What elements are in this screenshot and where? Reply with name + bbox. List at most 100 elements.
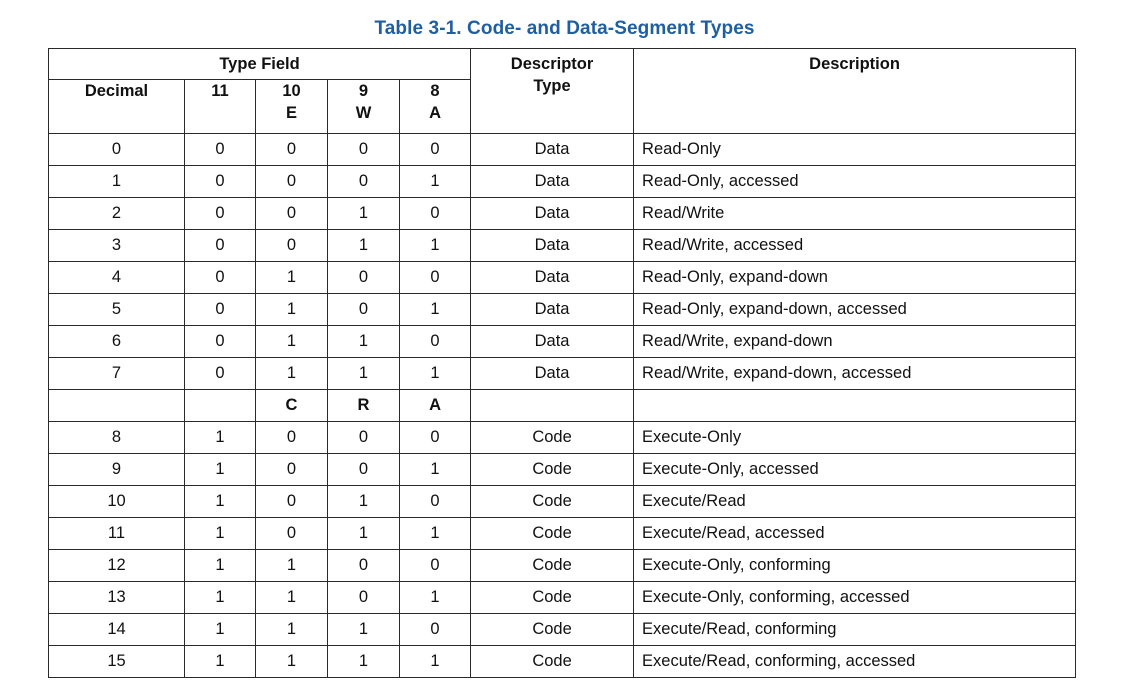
descriptor-type-cell: Code	[470, 549, 635, 582]
descriptor-type-cell: Data	[470, 293, 635, 326]
table-row: 15 1 1 1 1 Code Execute/Read, conforming, acce…	[48, 645, 1077, 678]
description-header: Description	[633, 48, 1077, 134]
descriptor-type-line2: Type	[533, 77, 571, 95]
description-cell: Read/Write	[633, 197, 1077, 230]
empty-cell	[633, 389, 1077, 422]
bit9-cell: 0	[327, 421, 400, 454]
description-cell: Read-Only, expand-down	[633, 261, 1077, 294]
description-cell: Execute/Read, conforming, accessed	[633, 645, 1077, 678]
descriptor-type-cell: Code	[470, 485, 635, 518]
bit10-cell: 1	[255, 325, 328, 358]
descriptor-type-cell: Data	[470, 325, 635, 358]
bit11-cell: 1	[184, 613, 256, 646]
bit10-cell: 1	[255, 293, 328, 326]
bit8-cell: 1	[398, 645, 472, 678]
empty-cell	[470, 389, 635, 422]
decimal-cell: 15	[48, 645, 185, 678]
description-cell: Read-Only	[633, 133, 1077, 166]
decimal-cell: 14	[48, 613, 185, 646]
descriptor-type-cell: Code	[470, 581, 635, 614]
bit8-cell: 1	[398, 517, 472, 550]
description-cell: Execute-Only, conforming, accessed	[633, 581, 1077, 614]
bit11-cell: 0	[184, 261, 256, 294]
bit10-number: 10	[282, 82, 301, 100]
bit8-cell: 1	[398, 357, 472, 390]
description-cell: Read/Write, accessed	[633, 229, 1077, 262]
bit8-cell: 1	[398, 293, 472, 326]
bit8-cell: 0	[398, 549, 472, 582]
description-cell: Read-Only, accessed	[633, 165, 1077, 198]
bit11-cell: 0	[184, 229, 256, 262]
bit8-cell: 0	[398, 613, 472, 646]
bit9-cell: 0	[327, 453, 400, 486]
descriptor-type-cell: Code	[470, 613, 635, 646]
decimal-cell: 8	[48, 421, 185, 454]
table-row: 2 0 0 1 0 Data Read/Write	[48, 197, 1077, 230]
table-row: 12 1 1 0 0 Code Execute-Only, conforming	[48, 549, 1077, 582]
description-cell: Read/Write, expand-down, accessed	[633, 357, 1077, 390]
decimal-cell: 10	[48, 485, 185, 518]
table-caption: Table 3-1. Code- and Data-Segment Types	[374, 18, 755, 39]
bit8-cell: 1	[398, 453, 472, 486]
bit9-flag: W	[355, 104, 372, 122]
bit11-cell: 1	[184, 485, 256, 518]
decimal-cell: 4	[48, 261, 185, 294]
bit9-header: 9 W	[327, 79, 400, 134]
bit9-cell: 0	[327, 133, 400, 166]
bit11-cell: 1	[184, 453, 256, 486]
bit11-cell: 0	[184, 357, 256, 390]
code-subheader-row: C R A	[48, 389, 1077, 422]
table-row: 5 0 1 0 1 Data Read-Only, expand-down, accesse…	[48, 293, 1077, 326]
header-row-top: Type Field Descriptor Type Description	[47, 48, 1077, 134]
bit8-number: 8	[430, 82, 440, 100]
bit9-cell: 1	[327, 357, 400, 390]
segment-types-table: Type Field Descriptor Type Description D…	[47, 48, 1077, 678]
descriptor-type-cell: Code	[470, 517, 635, 550]
bit10-cell: 0	[255, 453, 328, 486]
bit10-cell: 1	[255, 581, 328, 614]
bit10-cell: 0	[255, 485, 328, 518]
decimal-cell: 9	[48, 453, 185, 486]
bit9-cell: 0	[327, 581, 400, 614]
bit9-cell: 0	[327, 549, 400, 582]
bit9-cell: 1	[327, 197, 400, 230]
bit9-cell: 0	[327, 293, 400, 326]
bit8-cell: 0	[398, 261, 472, 294]
bit11-cell: 1	[184, 645, 256, 678]
descriptor-type-line1: Descriptor	[510, 55, 594, 73]
bit8-cell: 1	[398, 229, 472, 262]
bit11-cell: 0	[184, 293, 256, 326]
table-row: 10 1 0 1 0 Code Execute/Read	[48, 485, 1077, 518]
descriptor-type-cell: Data	[470, 261, 635, 294]
bit10-cell: 0	[255, 229, 328, 262]
table-row: 9 1 0 0 1 Code Execute-Only, accessed	[48, 453, 1077, 486]
bit10-flag: E	[285, 104, 297, 122]
bit11-cell: 1	[184, 549, 256, 582]
table-row: 11 1 0 1 1 Code Execute/Read, accessed	[48, 517, 1077, 550]
descriptor-type-cell: Data	[470, 197, 635, 230]
bit8-cell: 1	[398, 165, 472, 198]
bit8-cell: 0	[398, 421, 472, 454]
bit8-cell: 0	[398, 325, 472, 358]
bit9-cell: 1	[327, 229, 400, 262]
decimal-cell: 2	[48, 197, 185, 230]
table-row: 7 0 1 1 1 Data Read/Write, expand-down, access…	[48, 357, 1077, 390]
description-cell: Execute-Only, conforming	[633, 549, 1077, 582]
bit9-cell: 0	[327, 261, 400, 294]
bit10-cell: 0	[255, 165, 328, 198]
bit9-cell: 1	[327, 325, 400, 358]
descriptor-type-cell: Data	[470, 165, 635, 198]
header-row-bits: Decimal 11 10 E 9 W 8 A	[48, 79, 1076, 134]
bit10-cell: 1	[255, 261, 328, 294]
bit9-cell: 1	[327, 485, 400, 518]
bit10-cell: 0	[255, 421, 328, 454]
description-cell: Read/Write, expand-down	[633, 325, 1077, 358]
decimal-cell: 12	[48, 549, 185, 582]
table-row: 3 0 0 1 1 Data Read/Write, accessed	[48, 229, 1077, 262]
decimal-header: Decimal	[48, 79, 185, 134]
bit10-cell: 0	[255, 133, 328, 166]
bit8-cell: 0	[398, 197, 472, 230]
bit8-header: 8 A	[398, 79, 472, 134]
conforming-flag-header: C	[255, 389, 328, 422]
